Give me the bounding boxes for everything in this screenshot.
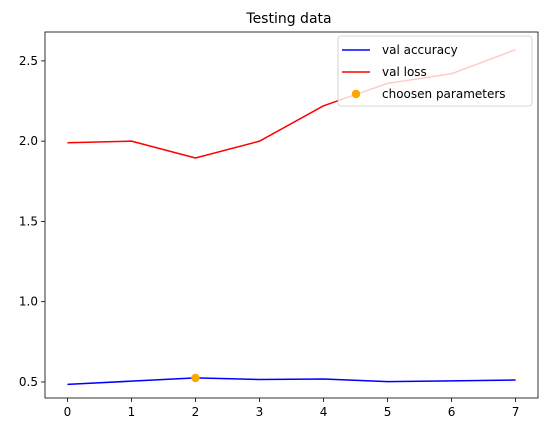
x-tick-label: 5 <box>384 405 392 419</box>
legend-label: val loss <box>382 65 427 79</box>
plot-area: 0 1 2 3 4 5 6 7 0.5 1.0 1.5 2.0 2.5 <box>19 31 539 419</box>
y-tick-label: 2.0 <box>19 134 38 148</box>
y-tick-label: 2.5 <box>19 54 38 68</box>
x-tick-label: 2 <box>192 405 200 419</box>
x-tick-label: 1 <box>128 405 136 419</box>
chosen-parameters-point <box>191 373 200 383</box>
legend-label: choosen parameters <box>382 87 506 101</box>
y-tick-label: 1.5 <box>19 214 38 228</box>
plot-frame <box>44 31 539 399</box>
x-tick-label: 3 <box>256 405 264 419</box>
x-tick-label: 4 <box>320 405 328 419</box>
chart-title: Testing data <box>245 11 331 27</box>
x-tick-label: 6 <box>448 405 456 419</box>
y-tick-label: 1.0 <box>19 295 38 309</box>
legend-box <box>337 35 533 107</box>
legend-swatch <box>351 89 361 99</box>
y-tick-label: 0.5 <box>19 375 38 389</box>
series-line-val-accuracy <box>67 377 516 386</box>
x-tick-label: 0 <box>64 405 72 419</box>
x-tick-label: 7 <box>512 405 520 419</box>
legend: val accuracy val loss choosen parameters <box>337 35 533 107</box>
legend-label: val accuracy <box>382 43 458 57</box>
